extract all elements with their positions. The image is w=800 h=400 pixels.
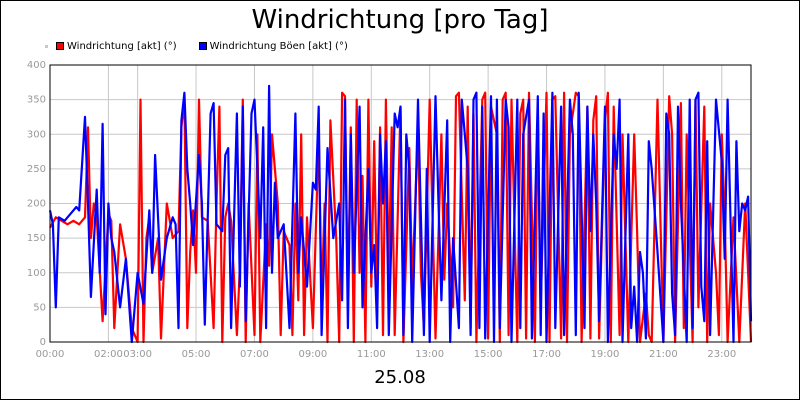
x-tick-label: 11:00: [357, 349, 386, 360]
y-tick-label: 100: [27, 268, 46, 279]
legend-label-wind-direction: Windrichtung [akt] (°): [67, 40, 177, 52]
x-tick-label: 00:00: [36, 349, 65, 360]
legend-swatch-blue: [198, 42, 207, 50]
x-tick-label: 13:00: [415, 349, 444, 360]
x-tick-label: 03:00: [123, 349, 152, 360]
legend-label-gust-direction: Windrichtung Böen [akt] (°): [209, 40, 348, 52]
date-label: 25.08: [374, 367, 426, 388]
legend-item-wind-direction: Windrichtung [akt] (°): [56, 41, 177, 52]
y-tick-label: 150: [27, 233, 46, 244]
legend-marker-icon: [45, 44, 48, 48]
series-line-gust-direction: [48, 84, 753, 344]
x-tick-label: 17:00: [532, 349, 561, 360]
y-tick-label: 200: [27, 199, 46, 210]
y-tick-label: 250: [27, 164, 46, 175]
y-tick-label: 400: [27, 60, 46, 71]
x-tick-label: 07:00: [240, 349, 269, 360]
x-tick-label: 09:00: [298, 349, 327, 360]
y-tick-label: 50: [33, 302, 46, 313]
chart-legend: Windrichtung [akt] (°) Windrichtung Böen…: [45, 39, 370, 53]
x-tick-label: 19:00: [591, 349, 620, 360]
x-tick-label: 02:00: [94, 349, 123, 360]
y-tick-label: 350: [27, 95, 46, 106]
x-tick-label: 23:00: [707, 349, 736, 360]
plot-border: [49, 64, 752, 343]
legend-item-gust-direction: Windrichtung Böen [akt] (°): [198, 40, 348, 52]
x-tick-label: 21:00: [649, 349, 678, 360]
x-tick-label: 05:00: [182, 349, 211, 360]
legend-swatch-red: [56, 42, 64, 50]
chart-title: Windrichtung [pro Tag]: [251, 5, 549, 35]
y-tick-label: 300: [27, 129, 46, 140]
x-tick-label: 15:00: [474, 349, 503, 360]
y-tick-label: 0: [40, 337, 46, 348]
